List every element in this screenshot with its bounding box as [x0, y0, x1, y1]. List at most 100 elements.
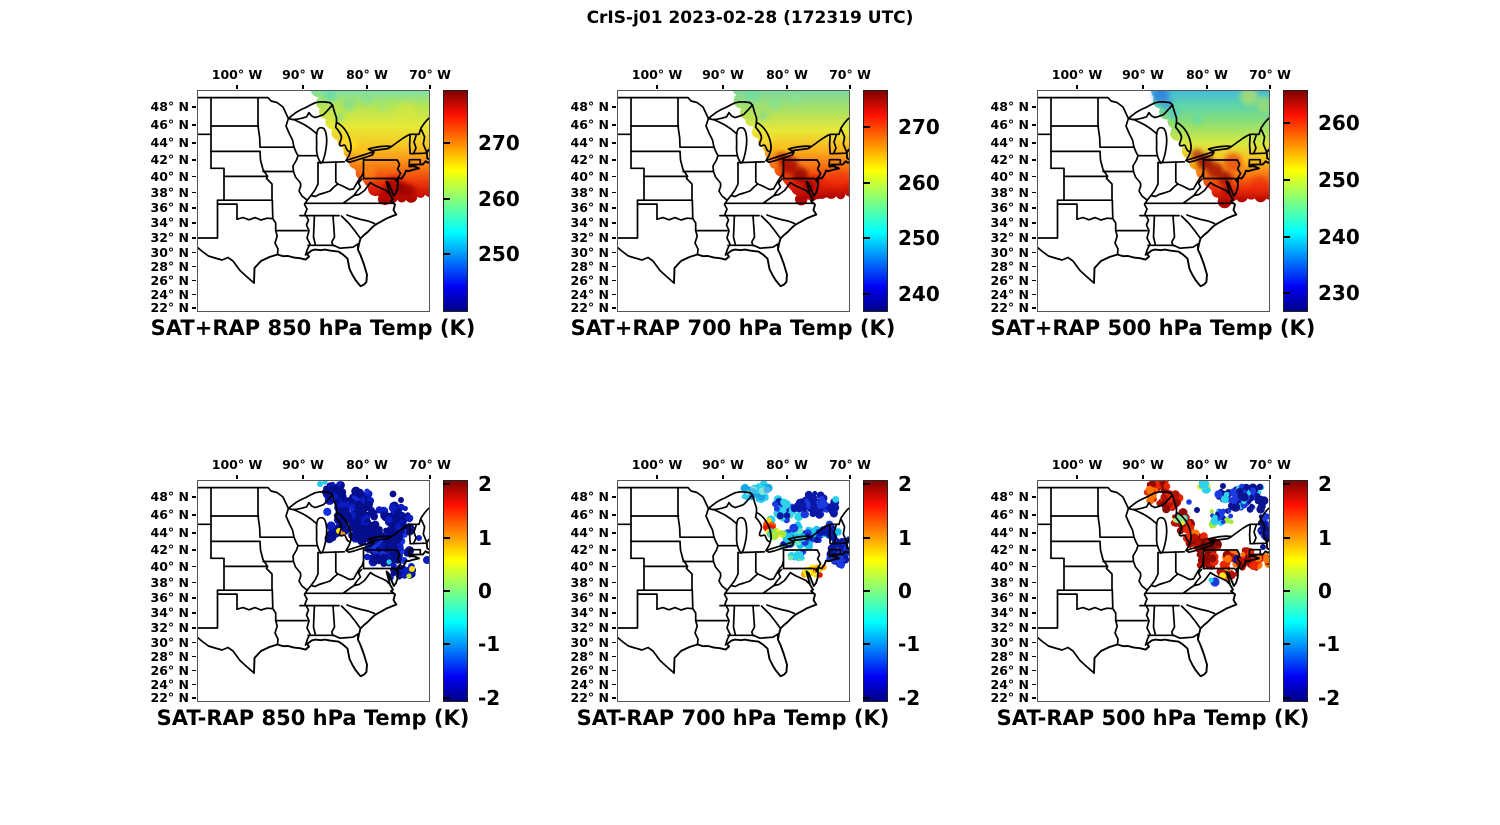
- lon-tick-label: 100° W: [631, 67, 683, 82]
- colorbar-tick-label: 250: [478, 242, 520, 267]
- panel-sat-minus-rap-500: 100° W 90° W 80° W 70° W 48° N 46° N 44° N 42° …: [991, 458, 1341, 730]
- lat-axis-tick: [612, 142, 616, 144]
- lat-tick-label: 42° N: [990, 541, 1029, 557]
- lon-axis-tick: [366, 475, 368, 479]
- lat-tick-label: 38° N: [150, 574, 189, 590]
- lon-axis-tick: [1142, 85, 1144, 89]
- colorbar-tick-label: 0: [898, 579, 912, 603]
- map-sat-minus-rap-700: [617, 480, 850, 702]
- panel-title-sat-minus-rap-700: SAT-RAP 700 hPa Temp (K): [576, 706, 890, 730]
- lat-tick-label: 48° N: [570, 98, 609, 114]
- colorbar-tick: [1283, 590, 1290, 592]
- lat-tick-label: 40° N: [570, 558, 609, 574]
- lat-axis-tick: [612, 697, 616, 699]
- lat-axis-tick: [1032, 124, 1036, 126]
- lat-tick-label: 46° N: [990, 116, 1029, 132]
- lat-axis-tick: [192, 683, 196, 686]
- lat-tick-label: 42° N: [570, 541, 609, 557]
- lat-tick-label: 36° N: [570, 199, 609, 215]
- colorbar-tick-label: 250: [898, 226, 940, 251]
- lat-tick-label: 38° N: [570, 574, 609, 590]
- lat-tick-label: 32° N: [570, 619, 609, 635]
- lat-tick-label: 26° N: [990, 662, 1029, 678]
- lon-tick-label: 80° W: [346, 457, 388, 472]
- lon-tick-label: 90° W: [702, 457, 744, 472]
- lat-axis-tick: [612, 549, 616, 551]
- lat-axis-tick: [192, 549, 196, 551]
- lat-tick-label: 24° N: [150, 676, 189, 692]
- lon-axis-tick: [1076, 85, 1078, 89]
- lon-axis-tick: [656, 475, 658, 479]
- lon-axis-tick: [302, 475, 304, 479]
- lat-tick-label: 46° N: [570, 116, 609, 132]
- lat-axis-tick: [1032, 641, 1036, 644]
- colorbar-sat-plus-rap-850: [443, 90, 468, 312]
- lat-tick-label: 30° N: [990, 244, 1029, 260]
- colorbar-tick: [863, 182, 870, 185]
- lat-tick-label: 34° N: [990, 604, 1029, 620]
- lat-tick-label: 32° N: [990, 619, 1029, 635]
- lat-tick-label: 26° N: [570, 272, 609, 288]
- lat-axis-tick: [612, 532, 616, 534]
- lat-tick-label: 42° N: [150, 541, 189, 557]
- lat-tick-label: 38° N: [990, 574, 1029, 590]
- colorbar-tick: [443, 536, 450, 539]
- lat-tick-label: 40° N: [990, 558, 1029, 574]
- colorbar-tick: [863, 126, 870, 129]
- lat-axis-tick: [1032, 565, 1036, 568]
- lon-axis-tick: [722, 475, 724, 479]
- lat-tick-label: 32° N: [150, 229, 189, 245]
- lat-axis-tick: [1032, 532, 1036, 534]
- lon-axis-tick: [366, 85, 368, 89]
- lat-axis-tick: [612, 237, 616, 239]
- colorbar-tick-label: 240: [898, 282, 940, 307]
- lat-axis-tick: [1032, 549, 1036, 551]
- lat-axis-tick: [1032, 669, 1036, 672]
- colorbar-tick-label: 1: [898, 525, 912, 550]
- lon-tick-label: 90° W: [1122, 457, 1164, 472]
- lat-tick-label: 26° N: [150, 662, 189, 678]
- lat-axis-tick: [1032, 655, 1036, 658]
- figure-title: CrIS-j01 2023-02-28 (172319 UTC): [586, 8, 914, 28]
- lat-tick-label: 34° N: [990, 214, 1029, 230]
- lat-axis-tick: [1032, 683, 1036, 686]
- panel-title-sat-minus-rap-500: SAT-RAP 500 hPa Temp (K): [996, 706, 1310, 730]
- colorbar-sat-plus-rap-700: [863, 90, 888, 312]
- lat-tick-label: 34° N: [570, 214, 609, 230]
- lat-axis-tick: [192, 581, 196, 584]
- lon-tick-label: 70° W: [409, 457, 451, 472]
- map-sat-minus-rap-500: [1037, 480, 1270, 702]
- lat-axis-tick: [612, 627, 616, 629]
- lat-tick-label: 44° N: [150, 524, 189, 540]
- lat-axis-tick: [612, 669, 616, 672]
- lat-axis-tick: [612, 207, 616, 209]
- map-sat-plus-rap-850: [197, 90, 430, 312]
- lon-tick-label: 80° W: [766, 67, 808, 82]
- lat-tick-label: 30° N: [990, 634, 1029, 650]
- lat-tick-label: 22° N: [570, 689, 609, 705]
- lon-tick-label: 100° W: [211, 67, 263, 82]
- lat-tick-label: 36° N: [150, 589, 189, 605]
- colorbar-tick: [1283, 643, 1290, 646]
- colorbar-tick: [443, 483, 450, 486]
- colorbar-sat-plus-rap-500: [1283, 90, 1308, 312]
- lon-axis-tick: [236, 475, 238, 479]
- lat-axis-tick: [1032, 237, 1036, 239]
- lon-tick-label: 80° W: [766, 457, 808, 472]
- lat-tick-label: 38° N: [990, 184, 1029, 200]
- lat-axis-tick: [192, 251, 196, 254]
- lon-tick-label: 100° W: [1051, 67, 1103, 82]
- lon-tick-label: 80° W: [1186, 67, 1228, 82]
- lat-tick-label: 46° N: [150, 506, 189, 522]
- lat-axis-tick: [612, 251, 616, 254]
- lon-axis-tick: [429, 85, 431, 89]
- lat-tick-label: 34° N: [150, 604, 189, 620]
- colorbar-tick: [1283, 235, 1290, 238]
- lat-axis-tick: [612, 514, 616, 516]
- lat-tick-label: 26° N: [990, 272, 1029, 288]
- lat-tick-label: 44° N: [990, 134, 1029, 150]
- panel-title-sat-minus-rap-850: SAT-RAP 850 hPa Temp (K): [156, 706, 470, 730]
- lat-tick-label: 24° N: [570, 286, 609, 302]
- colorbar-tick: [863, 696, 870, 699]
- colorbar-tick: [1283, 292, 1290, 295]
